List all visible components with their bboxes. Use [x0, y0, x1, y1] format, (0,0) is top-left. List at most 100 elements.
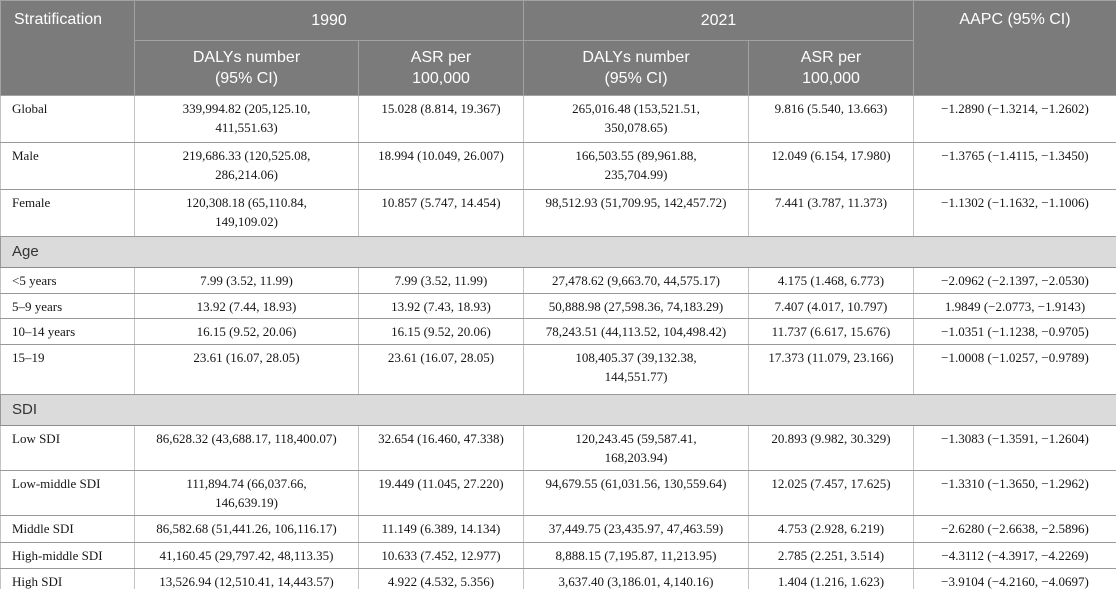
- row-label: 15–19: [0, 344, 135, 396]
- table-row-high-middle-sdi: High-middle SDI 41,160.45 (29,797.42, 48…: [0, 542, 1116, 569]
- cell-dalys-1990: 13.92 (7.44, 18.93): [134, 292, 359, 320]
- table-header: Stratification 1990 2021 AAPC (95% CI) D…: [0, 0, 1116, 96]
- cell-dalys-2021: 94,679.55 (61,031.56, 130,559.64): [523, 470, 749, 517]
- cell-asr-2021: 12.025 (7.457, 17.625): [748, 470, 914, 517]
- cell-dalys-1990: 219,686.33 (120,525.08, 286,214.06): [134, 142, 359, 190]
- table-row-female: Female 120,308.18 (65,110.84, 149,109.02…: [0, 189, 1116, 237]
- cell-asr-2021: 11.737 (6.617, 15.676): [748, 318, 914, 346]
- row-label: Low-middle SDI: [0, 470, 135, 517]
- cell-aapc: −2.6280 (−2.6638, −2.5896): [913, 515, 1116, 544]
- section-label: SDI: [0, 394, 1116, 427]
- cell-asr-2021: 1.404 (1.216, 1.623): [748, 567, 914, 589]
- cell-asr-2021: 2.785 (2.251, 3.514): [748, 542, 914, 569]
- cell-dalys-2021: 27,478.62 (9,663.70, 44,575.17): [523, 266, 749, 294]
- cell-dalys-1990: 13,526.94 (12,510.41, 14,443.57): [134, 567, 359, 589]
- cell-dalys-1990: 16.15 (9.52, 20.06): [134, 318, 359, 346]
- cell-asr-1990: 16.15 (9.52, 20.06): [358, 318, 524, 346]
- cell-dalys-1990: 23.61 (16.07, 28.05): [134, 344, 359, 396]
- cell-dalys-2021: 8,888.15 (7,195.87, 11,213.95): [523, 542, 749, 569]
- cell-aapc: −3.9104 (−4.2160, −4.0697): [913, 567, 1116, 589]
- cell-aapc: −1.1302 (−1.1632, −1.1006): [913, 189, 1116, 237]
- row-label: High-middle SDI: [0, 542, 135, 569]
- table-row-5-9: 5–9 years 13.92 (7.44, 18.93) 13.92 (7.4…: [0, 292, 1116, 320]
- cell-dalys-1990: 120,308.18 (65,110.84, 149,109.02): [134, 189, 359, 237]
- table-row-low-middle-sdi: Low-middle SDI 111,894.74 (66,037.66, 14…: [0, 470, 1116, 517]
- cell-asr-2021: 7.407 (4.017, 10.797): [748, 292, 914, 320]
- cell-aapc: −1.3310 (−1.3650, −1.2962): [913, 470, 1116, 517]
- row-label: High SDI: [0, 567, 135, 589]
- cell-asr-1990: 13.92 (7.43, 18.93): [358, 292, 524, 320]
- cell-asr-1990: 7.99 (3.52, 11.99): [358, 266, 524, 294]
- cell-dalys-1990: 86,582.68 (51,441.26, 106,116.17): [134, 515, 359, 544]
- cell-asr-2021: 9.816 (5.540, 13.663): [748, 95, 914, 143]
- cell-aapc: −1.0008 (−1.0257, −0.9789): [913, 344, 1116, 396]
- cell-asr-2021: 4.753 (2.928, 6.219): [748, 515, 914, 544]
- cell-dalys-2021: 166,503.55 (89,961.88, 235,704.99): [523, 142, 749, 190]
- table-row-low-sdi: Low SDI 86,628.32 (43,688.17, 118,400.07…: [0, 425, 1116, 472]
- cell-dalys-1990: 86,628.32 (43,688.17, 118,400.07): [134, 425, 359, 472]
- cell-dalys-2021: 98,512.93 (51,709.95, 142,457.72): [523, 189, 749, 237]
- header-stratification: Stratification: [0, 0, 135, 96]
- row-label: Female: [0, 189, 135, 237]
- cell-dalys-1990: 7.99 (3.52, 11.99): [134, 266, 359, 294]
- cell-asr-2021: 7.441 (3.787, 11.373): [748, 189, 914, 237]
- table-row-middle-sdi: Middle SDI 86,582.68 (51,441.26, 106,116…: [0, 515, 1116, 544]
- cell-dalys-2021: 50,888.98 (27,598.36, 74,183.29): [523, 292, 749, 320]
- cell-asr-1990: 10.633 (7.452, 12.977): [358, 542, 524, 569]
- cell-asr-1990: 32.654 (16.460, 47.338): [358, 425, 524, 472]
- cell-aapc: −1.3765 (−1.4115, −1.3450): [913, 142, 1116, 190]
- row-label: Middle SDI: [0, 515, 135, 544]
- row-label: <5 years: [0, 266, 135, 294]
- row-label: 5–9 years: [0, 292, 135, 320]
- cell-asr-1990: 19.449 (11.045, 27.220): [358, 470, 524, 517]
- cell-dalys-2021: 78,243.51 (44,113.52, 104,498.42): [523, 318, 749, 346]
- cell-asr-2021: 20.893 (9.982, 30.329): [748, 425, 914, 472]
- cell-aapc: −4.3112 (−4.3917, −4.2269): [913, 542, 1116, 569]
- cell-asr-1990: 4.922 (4.532, 5.356): [358, 567, 524, 589]
- table-body: Global 339,994.82 (205,125.10, 411,551.6…: [0, 95, 1116, 589]
- cell-dalys-1990: 339,994.82 (205,125.10, 411,551.63): [134, 95, 359, 143]
- cell-dalys-2021: 265,016.48 (153,521.51, 350,078.65): [523, 95, 749, 143]
- table-row-10-14: 10–14 years 16.15 (9.52, 20.06) 16.15 (9…: [0, 318, 1116, 346]
- row-label: Low SDI: [0, 425, 135, 472]
- cell-dalys-1990: 111,894.74 (66,037.66, 146,639.19): [134, 470, 359, 517]
- header-asr-1990: ASR per 100,000: [358, 40, 524, 96]
- table-row-global: Global 339,994.82 (205,125.10, 411,551.6…: [0, 95, 1116, 143]
- cell-dalys-2021: 3,637.40 (3,186.01, 4,140.16): [523, 567, 749, 589]
- cell-aapc: −1.0351 (−1.1238, −0.9705): [913, 318, 1116, 346]
- cell-asr-2021: 17.373 (11.079, 23.166): [748, 344, 914, 396]
- cell-dalys-1990: 41,160.45 (29,797.42, 48,113.35): [134, 542, 359, 569]
- cell-dalys-2021: 37,449.75 (23,435.97, 47,463.59): [523, 515, 749, 544]
- cell-aapc: −2.0962 (−2.1397, −2.0530): [913, 266, 1116, 294]
- cell-asr-1990: 23.61 (16.07, 28.05): [358, 344, 524, 396]
- header-dalys-2021: DALYs number (95% CI): [523, 40, 749, 96]
- cell-asr-1990: 10.857 (5.747, 14.454): [358, 189, 524, 237]
- table-row-high-sdi: High SDI 13,526.94 (12,510.41, 14,443.57…: [0, 567, 1116, 589]
- cell-aapc: −1.3083 (−1.3591, −1.2604): [913, 425, 1116, 472]
- section-label: Age: [0, 236, 1116, 268]
- cell-asr-1990: 11.149 (6.389, 14.134): [358, 515, 524, 544]
- header-dalys-1990: DALYs number (95% CI): [134, 40, 359, 96]
- cell-aapc: −1.2890 (−1.3214, −1.2602): [913, 95, 1116, 143]
- cell-asr-1990: 18.994 (10.049, 26.007): [358, 142, 524, 190]
- cell-asr-1990: 15.028 (8.814, 19.367): [358, 95, 524, 143]
- section-row-age: Age: [0, 236, 1116, 268]
- row-label: Male: [0, 142, 135, 190]
- cell-asr-2021: 4.175 (1.468, 6.773): [748, 266, 914, 294]
- header-aapc: AAPC (95% CI): [913, 0, 1116, 96]
- table-row-15-19: 15–19 23.61 (16.07, 28.05) 23.61 (16.07,…: [0, 344, 1116, 396]
- cell-dalys-2021: 108,405.37 (39,132.38, 144,551.77): [523, 344, 749, 396]
- table-row-under5: <5 years 7.99 (3.52, 11.99) 7.99 (3.52, …: [0, 266, 1116, 294]
- cell-dalys-2021: 120,243.45 (59,587.41, 168,203.94): [523, 425, 749, 472]
- cell-asr-2021: 12.049 (6.154, 17.980): [748, 142, 914, 190]
- section-row-sdi: SDI: [0, 394, 1116, 427]
- header-year-2021: 2021: [523, 0, 914, 41]
- row-label: 10–14 years: [0, 318, 135, 346]
- header-asr-2021: ASR per 100,000: [748, 40, 914, 96]
- table-row-male: Male 219,686.33 (120,525.08, 286,214.06)…: [0, 142, 1116, 190]
- cell-aapc: 1.9849 (−2.0773, −1.9143): [913, 292, 1116, 320]
- header-year-1990: 1990: [134, 0, 524, 41]
- row-label: Global: [0, 95, 135, 143]
